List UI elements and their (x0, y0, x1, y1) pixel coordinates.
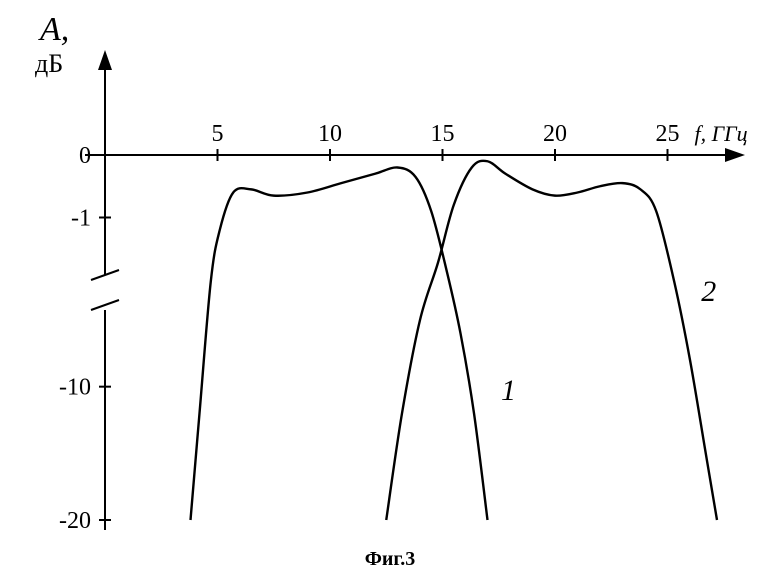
x-tick-label: 25 (656, 121, 680, 147)
y-axis-title-A: A, (38, 11, 69, 48)
chart-svg: A, дБ f, ГГц 5 10 15 20 25 0 -1 -10 -20 1 2 Фиг… (0, 0, 780, 584)
x-axis-title: f, ГГц (695, 121, 748, 146)
y-axis-title-units: дБ (35, 49, 63, 78)
axes-group (85, 50, 745, 530)
x-tick-label: 20 (543, 121, 567, 147)
curve-2 (386, 161, 717, 520)
y-tick-label: -20 (59, 508, 91, 534)
x-tick-labels: 5 10 15 20 25 (212, 121, 680, 147)
curve-1 (191, 167, 488, 520)
curve-1-label: 1 (501, 374, 516, 407)
figure-caption: Фиг.3 (365, 548, 416, 570)
x-tick-label: 10 (318, 121, 342, 147)
y-axis-arrowhead (98, 50, 112, 70)
x-tick-label: 5 (212, 121, 224, 147)
y-tick-label: 0 (79, 143, 91, 169)
x-axis-arrowhead (725, 148, 745, 162)
chart-container: A, дБ f, ГГц 5 10 15 20 25 0 -1 -10 -20 1 2 Фиг… (0, 0, 780, 584)
x-tick-label: 15 (431, 121, 455, 147)
y-tick-label: -1 (71, 206, 91, 232)
y-tick-labels: 0 -1 -10 -20 (59, 143, 91, 534)
y-tick-label: -10 (59, 375, 91, 401)
curve-2-label: 2 (701, 275, 716, 308)
